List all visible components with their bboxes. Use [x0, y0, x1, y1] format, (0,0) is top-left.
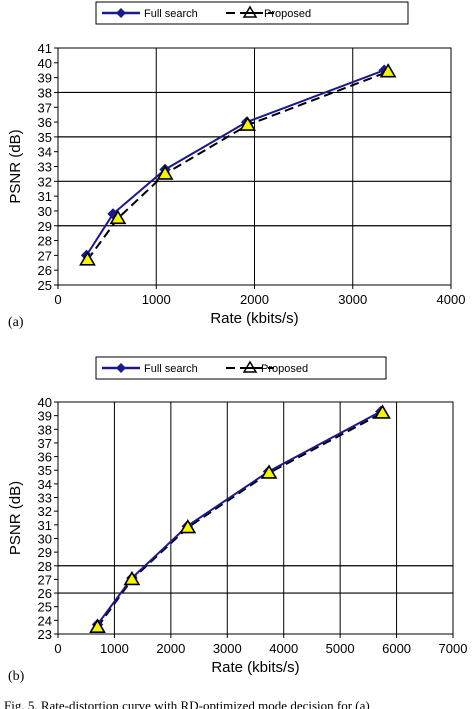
- chart-0-y-tick-label: 36: [38, 115, 52, 130]
- chart-1-y-tick-label: 31: [38, 518, 52, 533]
- chart-1-x-tick-label: 1000: [100, 641, 129, 656]
- chart-1-panel-label: (b): [8, 669, 25, 684]
- chart-1-legend: Full search Proposed: [95, 356, 387, 380]
- chart-1-x-tick-label: 7000: [439, 641, 468, 656]
- chart-0-y-tick-label: 41: [38, 41, 52, 56]
- chart-0-proposed-marker-0: [79, 251, 96, 266]
- chart-0-x-tick-label: 0: [54, 292, 61, 307]
- chart-0-legend-full-search-label: Full search: [144, 8, 198, 20]
- chart-1-legend-full-search-marker: [116, 363, 126, 373]
- chart-1-x-tick-label: 3000: [213, 641, 242, 656]
- chart-1-proposed-marker-0: [89, 618, 106, 633]
- chart-0-y-tick-label: 40: [38, 56, 52, 71]
- chart-0-proposed-marker-4: [379, 63, 397, 78]
- chart-1-y-tick-label: 23: [38, 627, 52, 642]
- chart-0-legend-full-search-marker: [116, 8, 126, 18]
- chart-0-y-tick-label: 31: [38, 189, 52, 204]
- chart-1-proposed-marker-1: [123, 570, 141, 586]
- chart-1-y-tick-label: 24: [38, 613, 52, 628]
- chart-1-y-tick-label: 39: [38, 409, 52, 424]
- chart-0-y-axis-label: PSNR (dB): [7, 129, 24, 203]
- chart-0-y-tick-label: 29: [38, 219, 52, 234]
- chart-1-y-tick-label: 27: [38, 572, 52, 587]
- chart-0-proposed-marker-1: [109, 209, 127, 225]
- chart-1-x-tick-label: 0: [54, 641, 61, 656]
- chart-1-x-tick-label: 5000: [326, 641, 355, 656]
- chart-1-proposed-marker-2: [179, 518, 197, 534]
- chart-1-x-tick-label: 4000: [269, 641, 298, 656]
- chart-1-x-tick-label: 6000: [382, 641, 411, 656]
- chart-0-proposed-marker-2: [156, 165, 174, 180]
- chart-1-legend-proposed-label: Proposed: [261, 363, 308, 375]
- chart-0-y-tick-label: 39: [38, 71, 52, 86]
- chart-0-panel-label: (a): [8, 315, 24, 330]
- chart-0-y-tick-label: 25: [38, 278, 52, 293]
- chart-0-y-tick-label: 35: [38, 130, 52, 145]
- chart-0-y-tick-label: 37: [38, 100, 52, 115]
- chart-1-proposed-marker-3: [260, 464, 278, 479]
- chart-0-y-tick-label: 27: [38, 248, 52, 263]
- chart-1-y-tick-label: 35: [38, 463, 52, 478]
- chart-0-x-axis-label: Rate (kbits/s): [210, 310, 298, 327]
- chart-0-proposed-marker-3: [239, 116, 257, 131]
- chart-0-x-tick-label: 4000: [437, 292, 466, 307]
- chart-0-y-tick-label: 26: [38, 263, 52, 278]
- chart-1-y-tick-label: 30: [38, 531, 52, 546]
- chart-1-y-tick-label: 29: [38, 545, 52, 560]
- chart-0-y-tick-label: 34: [38, 145, 52, 160]
- chart-1-x-axis-label: Rate (kbits/s): [211, 659, 299, 676]
- chart-1-y-tick-label: 32: [38, 504, 52, 519]
- chart-1-legend-full-search-label: Full search: [144, 363, 198, 375]
- chart-1-y-tick-label: 40: [38, 395, 52, 410]
- chart-1-y-tick-label: 28: [38, 559, 52, 574]
- chart-1-y-tick-label: 25: [38, 600, 52, 615]
- chart-0-x-tick-label: 2000: [240, 292, 269, 307]
- chart-1-y-tick-label: 34: [38, 477, 52, 492]
- chart-0-y-tick-label: 28: [38, 234, 52, 249]
- chart-1-y-tick-label: 37: [38, 436, 52, 451]
- chart-1-plot-area: [57, 401, 454, 635]
- chart-1-y-axis-label: PSNR (dB): [7, 481, 24, 555]
- chart-0-y-tick-label: 33: [38, 160, 52, 175]
- chart-0-y-tick-label: 38: [38, 85, 52, 100]
- chart-0-legend-proposed-label: Proposed: [264, 8, 311, 20]
- chart-1-y-tick-label: 38: [38, 422, 52, 437]
- chart-0-x-tick-label: 1000: [142, 292, 171, 307]
- chart-1-y-tick-label: 36: [38, 450, 52, 465]
- chart-0-y-tick-label: 30: [38, 204, 52, 219]
- chart-1-x-tick-label: 2000: [156, 641, 185, 656]
- figure-caption: Fig. 5. Rate-distortion curve with RD-op…: [4, 698, 370, 709]
- chart-1-y-tick-label: 33: [38, 491, 52, 506]
- chart-1-proposed-marker-4: [374, 404, 391, 419]
- chart-0-x-tick-label: 3000: [338, 292, 367, 307]
- chart-0-y-tick-label: 32: [38, 174, 52, 189]
- chart-0-legend: Full search Proposed: [95, 1, 409, 25]
- chart-1-y-tick-label: 26: [38, 586, 52, 601]
